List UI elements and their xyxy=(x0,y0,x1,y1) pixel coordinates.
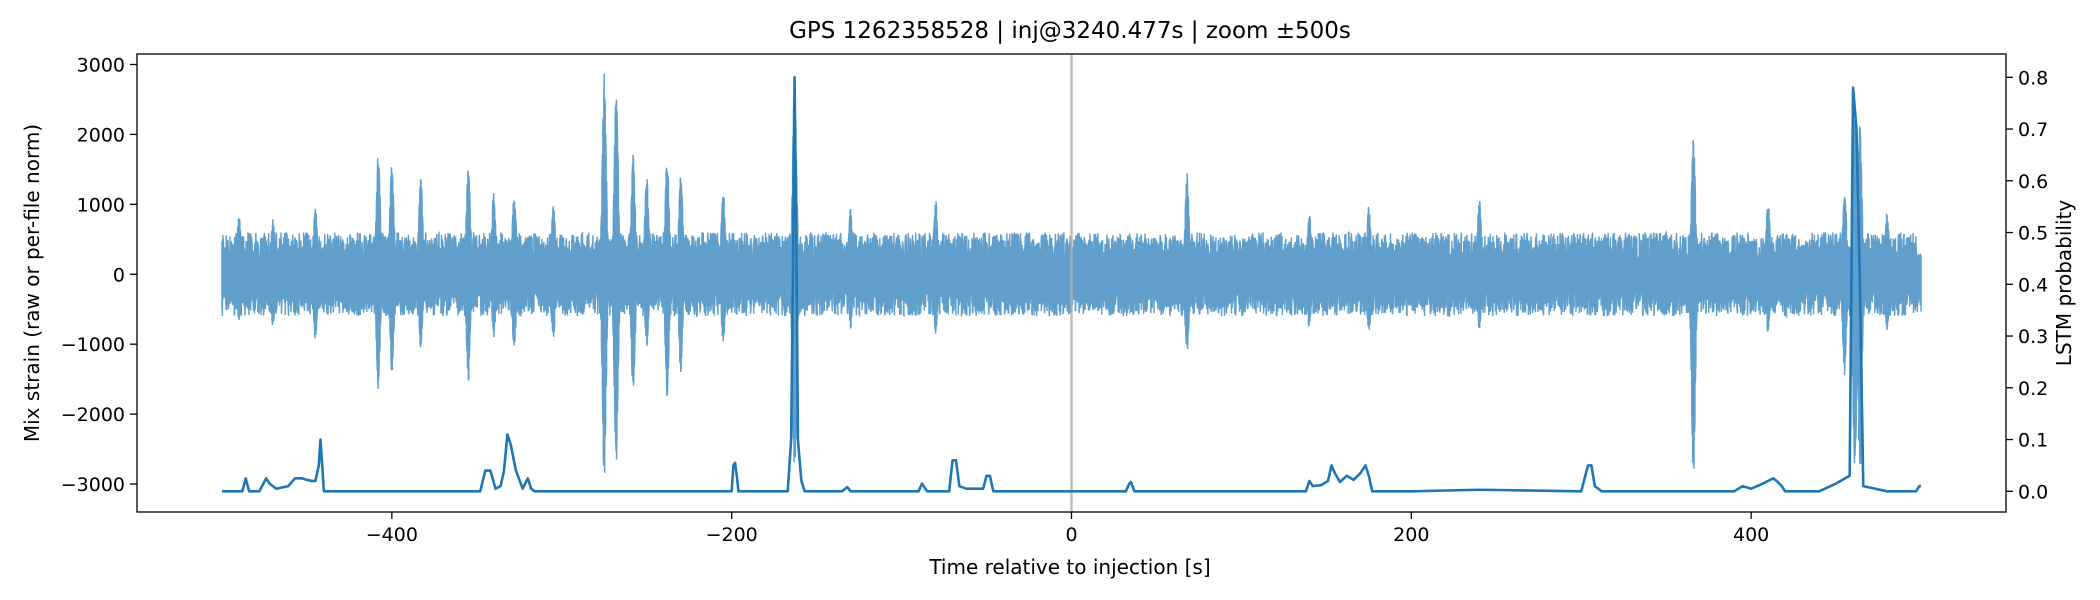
left-y-axis-label: Mix strain (raw or per-file norm) xyxy=(20,124,44,442)
right-y-tick-label: 0.0 xyxy=(2018,481,2048,503)
x-tick-label: 200 xyxy=(1393,524,1429,546)
left-y-axis: −3000 −2000 −1000 0 1000 2000 3000 xyxy=(61,54,137,496)
x-tick-label: −400 xyxy=(366,524,418,546)
right-y-axis-label: LSTM probability xyxy=(2052,200,2076,367)
x-tick-label: −200 xyxy=(706,524,758,546)
chart-title: GPS 1262358528 | inj@3240.477s | zoom ±5… xyxy=(789,18,1351,44)
right-y-tick-label: 0.8 xyxy=(2018,67,2048,89)
left-y-tick-label: 3000 xyxy=(77,54,125,76)
right-y-axis: 0.0 0.1 0.2 0.3 0.4 0.5 0.6 0.7 0.8 xyxy=(2006,67,2048,503)
probability-series-line xyxy=(221,75,1922,493)
right-y-tick-label: 0.7 xyxy=(2018,119,2048,141)
x-axis-label: Time relative to injection [s] xyxy=(928,555,1210,579)
x-tick-label: 0 xyxy=(1065,524,1077,546)
right-y-tick-label: 0.3 xyxy=(2018,326,2048,348)
right-y-tick-label: 0.4 xyxy=(2018,274,2048,296)
left-y-tick-label: −1000 xyxy=(61,334,125,356)
right-y-tick-label: 0.2 xyxy=(2018,378,2048,400)
plot-area xyxy=(221,54,1922,512)
left-y-tick-label: −3000 xyxy=(61,474,125,496)
right-y-tick-label: 0.1 xyxy=(2018,430,2048,452)
left-y-tick-label: 2000 xyxy=(77,124,125,146)
right-y-tick-label: 0.6 xyxy=(2018,171,2048,193)
left-y-tick-label: 0 xyxy=(113,264,125,286)
x-axis: −400 −200 0 200 400 xyxy=(366,512,1769,546)
right-y-tick-label: 0.5 xyxy=(2018,223,2048,245)
left-y-tick-label: 1000 xyxy=(77,194,125,216)
left-y-tick-label: −2000 xyxy=(61,404,125,426)
x-tick-label: 400 xyxy=(1733,524,1769,546)
